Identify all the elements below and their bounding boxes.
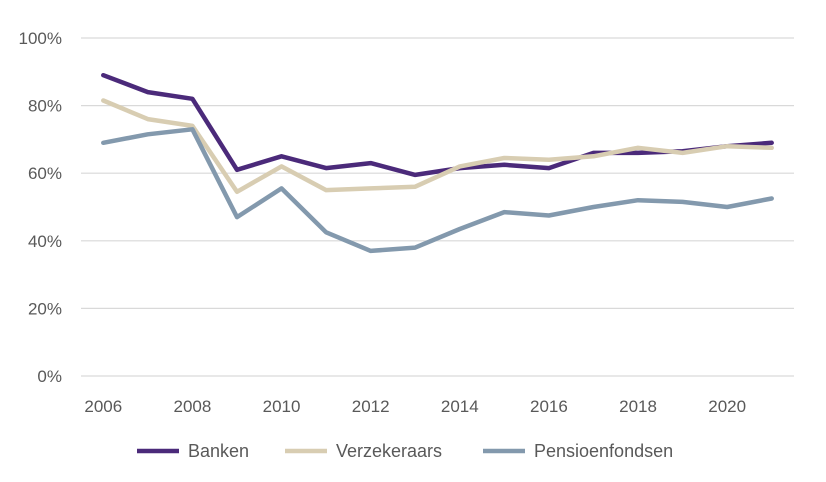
x-axis-ticks: 2006 2008 2010 2012 2014 2016 2018 2020: [84, 397, 746, 416]
y-axis-ticks: 0% 20% 40% 60% 80% 100%: [19, 29, 62, 386]
series-line-banken: [101, 72, 774, 178]
x-tick-label: 2008: [173, 397, 211, 416]
legend-label: Pensioenfondsen: [534, 441, 673, 461]
x-tick-label: 2006: [84, 397, 122, 416]
series-line-verzekeraars: [101, 98, 774, 195]
legend-label: Verzekeraars: [336, 441, 442, 461]
legend: Banken Verzekeraars Pensioenfondsen: [137, 441, 673, 461]
x-tick-label: 2014: [441, 397, 479, 416]
x-tick-label: 2020: [708, 397, 746, 416]
legend-item-verzekeraars: Verzekeraars: [285, 441, 442, 461]
y-tick-label: 80%: [28, 97, 62, 116]
y-tick-label: 60%: [28, 164, 62, 183]
x-tick-label: 2010: [263, 397, 301, 416]
y-tick-label: 20%: [28, 299, 62, 318]
gridlines: [81, 37, 794, 377]
x-tick-label: 2016: [530, 397, 568, 416]
series-line-pensioenfondsen: [101, 127, 774, 254]
y-tick-label: 0%: [37, 367, 62, 386]
legend-label: Banken: [188, 441, 249, 461]
x-tick-label: 2018: [619, 397, 657, 416]
legend-item-banken: Banken: [137, 441, 249, 461]
y-tick-label: 100%: [19, 29, 62, 48]
y-tick-label: 40%: [28, 232, 62, 251]
series-lines: [101, 72, 774, 254]
x-tick-label: 2012: [352, 397, 390, 416]
legend-item-pensioenfondsen: Pensioenfondsen: [483, 441, 673, 461]
